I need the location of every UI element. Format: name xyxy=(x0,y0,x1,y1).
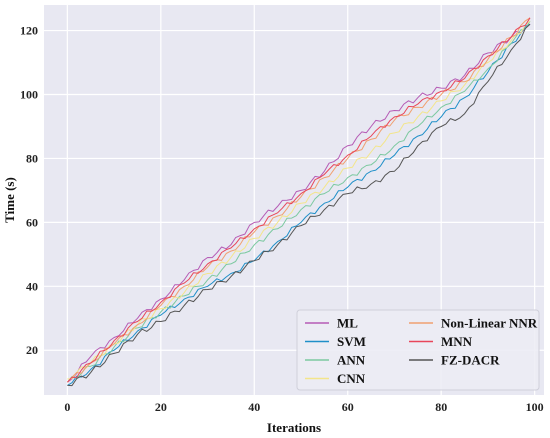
series-line-cnn xyxy=(67,20,531,380)
legend-label-ann: ANN xyxy=(337,353,366,368)
legend-label-fz-dacr: FZ-DACR xyxy=(441,353,500,368)
x-tick-label: 0 xyxy=(64,400,70,414)
legend-box xyxy=(296,309,540,391)
y-tick-label: 20 xyxy=(26,343,38,357)
y-tick-label: 100 xyxy=(20,88,38,102)
gridlines xyxy=(44,5,544,395)
x-tick-label: 80 xyxy=(435,400,447,414)
series-line-ml xyxy=(67,23,531,383)
series-line-ann xyxy=(67,20,531,383)
series-line-non-linear-nnr xyxy=(67,17,531,383)
x-tick-label: 20 xyxy=(155,400,167,414)
legend: ML SVM ANN CNN Non-Linear NNR MNN FZ-DACR xyxy=(296,309,540,391)
y-axis-title: Time (s) xyxy=(2,177,17,223)
x-axis-title: Iterations xyxy=(267,420,321,435)
x-tick-label: 60 xyxy=(342,400,354,414)
y-tick-label: 80 xyxy=(26,151,38,165)
legend-label-ml: ML xyxy=(337,316,358,331)
series-line-fz-dacr xyxy=(67,23,531,387)
y-tick-labels: 20 40 60 80 100 120 xyxy=(20,24,38,358)
series-line-mnn xyxy=(67,17,531,383)
legend-label-mnn: MNN xyxy=(441,334,473,349)
x-tick-label: 40 xyxy=(248,400,260,414)
legend-label-svm: SVM xyxy=(337,334,366,349)
y-tick-label: 120 xyxy=(20,24,38,38)
series-line-svm xyxy=(67,23,531,386)
y-tick-label: 40 xyxy=(26,279,38,293)
x-tick-labels: 0 20 40 60 80 100 xyxy=(64,400,543,414)
x-tick-label: 100 xyxy=(526,400,544,414)
y-tick-label: 60 xyxy=(26,215,38,229)
legend-label-non-linear-nnr: Non-Linear NNR xyxy=(441,316,538,331)
series-lines xyxy=(67,17,531,387)
legend-label-cnn: CNN xyxy=(337,371,366,386)
